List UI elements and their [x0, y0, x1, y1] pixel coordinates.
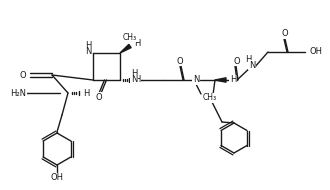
Text: H: H — [131, 70, 137, 78]
Text: OH: OH — [310, 48, 323, 56]
Text: H: H — [245, 55, 251, 64]
Text: H: H — [134, 75, 140, 85]
Text: O: O — [177, 56, 183, 66]
Text: N: N — [85, 48, 91, 56]
Polygon shape — [215, 78, 226, 82]
Text: H: H — [230, 75, 236, 85]
Text: CH₃: CH₃ — [203, 93, 217, 102]
Text: H: H — [83, 89, 89, 97]
Text: N: N — [193, 75, 199, 85]
Text: H: H — [134, 40, 140, 48]
Text: O: O — [19, 70, 26, 79]
Text: H₂N: H₂N — [10, 89, 26, 97]
Text: O: O — [282, 29, 288, 39]
Text: O: O — [234, 56, 240, 66]
Text: H: H — [85, 41, 91, 51]
Text: N: N — [131, 75, 137, 85]
Text: O: O — [95, 93, 102, 101]
Polygon shape — [120, 44, 131, 53]
Text: OH: OH — [50, 173, 63, 183]
Text: N: N — [249, 60, 255, 70]
Text: CH₃: CH₃ — [123, 32, 137, 41]
